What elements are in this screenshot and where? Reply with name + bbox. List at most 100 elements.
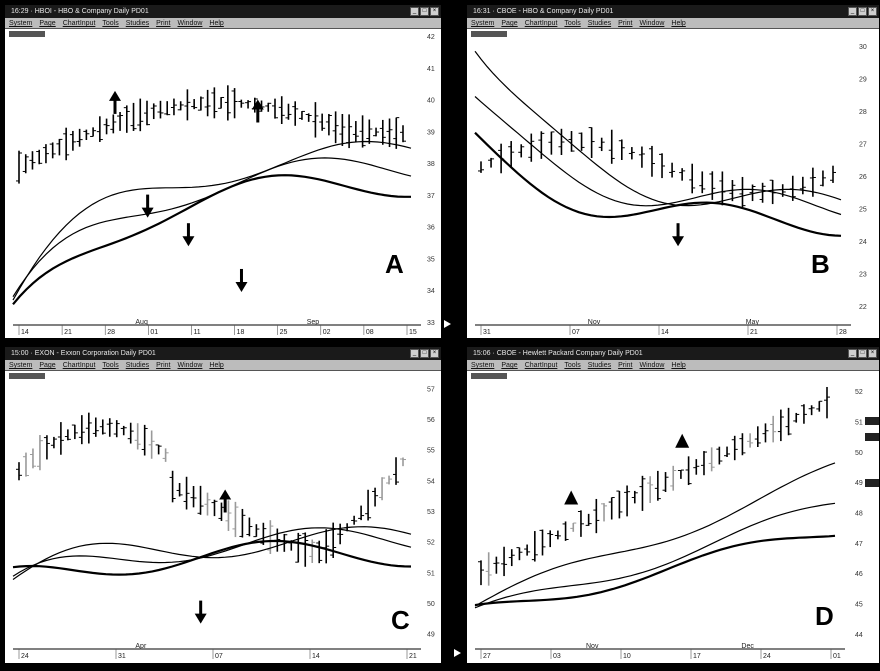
- menu-system[interactable]: System: [9, 362, 33, 369]
- menu-system[interactable]: System: [471, 20, 495, 27]
- chart-window-c[interactable]: 15:00 · EXON - Exxon Corporation Daily P…: [4, 346, 442, 664]
- maximize-icon[interactable]: □: [420, 349, 429, 358]
- window-title-b: 16:31 · CBOE - HBO & Company Daily PD01: [467, 5, 879, 18]
- x-tick-label: 10: [623, 653, 631, 660]
- y-tick-label: 30: [859, 44, 867, 51]
- menu-print[interactable]: Print: [156, 362, 171, 369]
- menu-tools[interactable]: Tools: [102, 20, 119, 27]
- menu-window[interactable]: Window: [639, 362, 665, 369]
- x-tick-label: 01: [150, 329, 158, 336]
- panel-label-c: C: [391, 605, 410, 635]
- price-chart-c[interactable]: 57 56 55 54 53 52 51 50 49 24 31 07 14 21 Apr: [5, 347, 442, 664]
- menu-page[interactable]: Page: [501, 20, 518, 27]
- maximize-icon[interactable]: □: [420, 7, 429, 16]
- scroll-right-icon[interactable]: [454, 649, 461, 657]
- close-icon[interactable]: ×: [868, 349, 877, 358]
- x-tick-label: 31: [118, 653, 126, 660]
- menu-studies[interactable]: Studies: [125, 362, 150, 369]
- symbol-tag: [471, 373, 507, 379]
- x-tick-label: 24: [21, 653, 29, 660]
- y-tick-label: 24: [859, 239, 867, 246]
- arrow-up-icon: [251, 99, 264, 110]
- x-tick-label: 17: [693, 653, 701, 660]
- x-tick-label: 03: [553, 653, 561, 660]
- x-tick-label: 28: [107, 329, 115, 336]
- menu-print[interactable]: Print: [156, 20, 171, 27]
- menu-page[interactable]: Page: [39, 362, 56, 369]
- y-tick-label: 57: [427, 386, 435, 393]
- menu-tools[interactable]: Tools: [564, 20, 581, 27]
- scroll-right-icon[interactable]: [444, 320, 451, 328]
- menu-page[interactable]: Page: [501, 362, 518, 369]
- menu-chartinput[interactable]: ChartInput: [524, 362, 558, 369]
- y-tick-label: 35: [427, 256, 435, 263]
- menu-chartinput[interactable]: ChartInput: [62, 362, 96, 369]
- x-tick-label: 01: [833, 653, 841, 660]
- menu-help[interactable]: Help: [671, 362, 686, 369]
- menu-print[interactable]: Print: [618, 20, 633, 27]
- y-tick-label: 36: [427, 225, 435, 232]
- x-tick-label: 02: [323, 329, 331, 336]
- chart-window-a[interactable]: 16:29 · HBOI - HBO & Company Daily PD01 …: [4, 4, 442, 339]
- menu-print[interactable]: Print: [618, 362, 633, 369]
- menu-window[interactable]: Window: [177, 20, 203, 27]
- month-label: Aug: [135, 319, 148, 326]
- menu-help[interactable]: Help: [671, 20, 686, 27]
- menu-tools[interactable]: Tools: [102, 362, 119, 369]
- price-chart-a[interactable]: 42 41 40 39 38 37 36 35 34 33 14 21 28 01 11 18 25 02 08 15…: [5, 5, 442, 339]
- minimize-icon[interactable]: _: [848, 349, 857, 358]
- maximize-icon[interactable]: □: [858, 349, 867, 358]
- close-icon[interactable]: ×: [868, 7, 877, 16]
- menu-studies[interactable]: Studies: [125, 20, 150, 27]
- menu-tools[interactable]: Tools: [564, 362, 581, 369]
- menu-help[interactable]: Help: [209, 362, 224, 369]
- y-tick-label: 46: [855, 571, 863, 578]
- plot-area: 52 51 50 49 48 47 46 45 44 27 03 10 17 24 01 Nov Dec: [474, 386, 863, 660]
- y-tick-label: 29: [859, 76, 867, 83]
- menu-chartinput[interactable]: ChartInput: [62, 20, 96, 27]
- price-chart-d[interactable]: 52 51 50 49 48 47 46 45 44 27 03 10 17 24 01 Nov Dec: [467, 347, 880, 664]
- triangle-up-icon: [564, 490, 579, 505]
- moving-average-line: [474, 462, 836, 607]
- plot-area: 30 29 28 27 26 25 24 23 22 31 07 14 21 28 Nov May: [474, 44, 867, 336]
- month-label: Nov: [588, 319, 601, 326]
- menu-help[interactable]: Help: [209, 20, 224, 27]
- y-tick-label: 50: [855, 450, 863, 457]
- close-icon[interactable]: ×: [430, 349, 439, 358]
- menu-page[interactable]: Page: [39, 20, 56, 27]
- menu-bar-a: System Page ChartInput Tools Studies Pri…: [5, 18, 441, 29]
- symbol-tag: [471, 31, 507, 37]
- y-tick-label: 25: [859, 206, 867, 213]
- moving-average-line: [12, 527, 412, 577]
- window-title-d: 15:06 · CBOE - Hewlett Packard Company D…: [467, 347, 879, 360]
- menu-studies[interactable]: Studies: [587, 20, 612, 27]
- chart-window-b[interactable]: 16:31 · CBOE - HBO & Company Daily PD01 …: [466, 4, 880, 339]
- window-title-c: 15:00 · EXON - Exxon Corporation Daily P…: [5, 347, 441, 360]
- x-tick-label: 07: [572, 329, 580, 336]
- minimize-icon[interactable]: _: [410, 349, 419, 358]
- menu-system[interactable]: System: [471, 362, 495, 369]
- month-label: Dec: [741, 643, 754, 650]
- menu-bar-b: System Page ChartInput Tools Studies Pri…: [467, 18, 879, 29]
- menu-window[interactable]: Window: [639, 20, 665, 27]
- close-icon[interactable]: ×: [430, 7, 439, 16]
- maximize-icon[interactable]: □: [858, 7, 867, 16]
- x-tick-label: 24: [763, 653, 771, 660]
- menu-window[interactable]: Window: [177, 362, 203, 369]
- y-tick-label: 44: [855, 632, 863, 639]
- price-chart-b[interactable]: 30 29 28 27 26 25 24 23 22 31 07 14 21 28 Nov May: [467, 5, 880, 339]
- minimize-icon[interactable]: _: [410, 7, 419, 16]
- y-tick-label: 51: [427, 570, 435, 577]
- menu-system[interactable]: System: [9, 20, 33, 27]
- x-tick-label: 14: [661, 329, 669, 336]
- y-tick-label: 34: [427, 288, 435, 295]
- menu-chartinput[interactable]: ChartInput: [524, 20, 558, 27]
- minimize-icon[interactable]: _: [848, 7, 857, 16]
- symbol-tag: [9, 373, 45, 379]
- month-label: May: [746, 319, 760, 326]
- x-tick-label: 11: [193, 329, 200, 336]
- chart-window-d[interactable]: 15:06 · CBOE - Hewlett Packard Company D…: [466, 346, 880, 664]
- y-tick-label: 26: [859, 174, 867, 181]
- menu-studies[interactable]: Studies: [587, 362, 612, 369]
- y-tick-label: 40: [427, 98, 435, 105]
